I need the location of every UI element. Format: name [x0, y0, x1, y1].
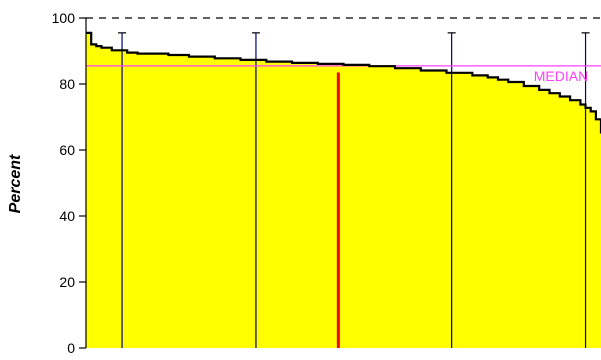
median-label: MEDIAN: [534, 68, 588, 84]
top-line-layer: [86, 31, 601, 134]
distribution-area: [86, 32, 601, 349]
highlight-layer: [336, 72, 340, 348]
y-tick-label-60: 60: [59, 142, 75, 158]
y-tick-label-40: 40: [59, 208, 75, 224]
y-axis-title: Percent: [7, 154, 24, 213]
y-tick-label-100: 100: [52, 10, 76, 26]
y-tick-label-0: 0: [67, 340, 75, 356]
marker-lines-layer: [118, 32, 590, 348]
plot-area: MEDIAN: [86, 31, 601, 349]
distribution-fill-layer: [86, 32, 601, 349]
distribution-top-line: [86, 31, 601, 134]
highlight-bar: [336, 72, 340, 348]
y-tick-label-80: 80: [59, 76, 75, 92]
y-tick-label-20: 20: [59, 274, 75, 290]
y-axis: 0 20 40 60 80 100: [52, 10, 601, 356]
